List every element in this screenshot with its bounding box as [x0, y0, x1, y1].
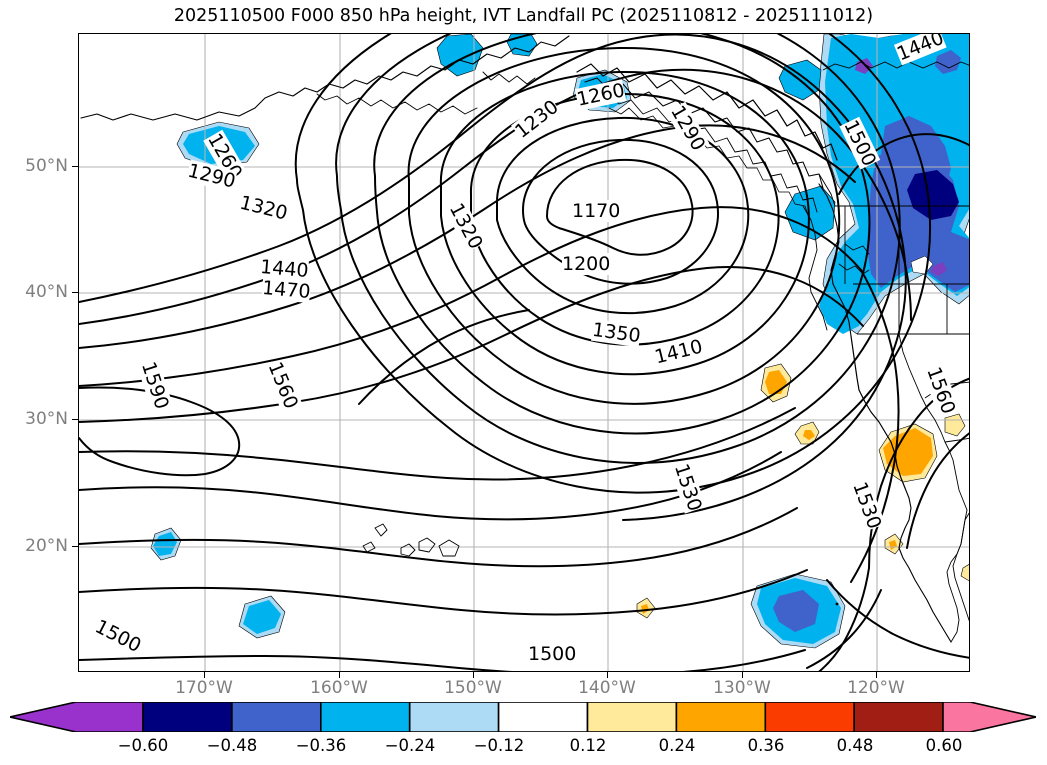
colorbar-tick-label-5: 0.12 — [569, 736, 607, 755]
ytick-mark-50n — [72, 166, 78, 168]
contour-label-1500b: 1500 — [528, 643, 576, 665]
xtick-mark-170w — [204, 672, 206, 678]
colorbar-band-8 — [764, 702, 855, 732]
contour-label-1500a: 1500 — [92, 616, 145, 658]
contour-label-1350: 1350 — [591, 319, 642, 348]
ytick-mark-30n — [72, 419, 78, 421]
ytick-label-40n: 40°N — [25, 282, 68, 302]
contour-label-1320a: 1320 — [445, 200, 487, 253]
colorbar-tick-label-7: 0.36 — [747, 736, 785, 755]
contour-label-1590: 1590 — [137, 359, 173, 412]
ytick-label-30n: 30°N — [25, 409, 68, 429]
contour-label-1200: 1200 — [562, 253, 610, 275]
xtick-mark-160w — [339, 672, 341, 678]
contour-label-1530a: 1530 — [670, 461, 706, 514]
xtick-mark-130w — [742, 672, 744, 678]
page-title: 2025110500 F000 850 hPa height, IVT Land… — [173, 6, 874, 26]
contour-label-1320b: 1320 — [238, 192, 290, 225]
xtick-label-140w: 140°W — [578, 678, 636, 698]
xtick-mark-120w — [876, 672, 878, 678]
colorbar-under-extend — [10, 702, 144, 732]
colorbar-segments — [10, 702, 1036, 732]
shaded-field — [150, 34, 969, 649]
xtick-label-170w: 170°W — [175, 678, 233, 698]
map-plot-area[interactable]: 1170 1200 1230 1260 1290 1320 1350 1410 … — [78, 33, 970, 672]
colorbar-band-9 — [853, 702, 944, 732]
ytick-label-50n: 50°N — [25, 156, 68, 176]
xtick-mark-140w — [607, 672, 609, 678]
ytick-mark-40n — [72, 292, 78, 294]
contour-label-1560a: 1560 — [264, 359, 303, 412]
xtick-label-160w: 160°W — [310, 678, 368, 698]
contour-label-1230: 1230 — [511, 96, 563, 143]
colorbar-tick-label-9: 0.60 — [925, 736, 963, 755]
contour-label-1170: 1170 — [572, 200, 620, 222]
colorbar-tick-label-4: −0.12 — [473, 736, 525, 755]
colorbar-over-extend — [942, 702, 1036, 732]
colorbar[interactable] — [10, 702, 1036, 732]
colorbar-band-7 — [675, 702, 767, 732]
ytick-label-20n: 20°N — [25, 536, 68, 556]
xtick-label-150w: 150°W — [444, 678, 502, 698]
colorbar-tick-label-0: −0.60 — [117, 736, 169, 755]
colorbar-tick-label-8: 0.48 — [836, 736, 874, 755]
colorbar-band-5 — [497, 702, 589, 732]
colorbar-band-2 — [231, 702, 322, 732]
colorbar-band-4 — [408, 702, 500, 732]
colorbar-band-1 — [142, 702, 233, 732]
colorbar-band-3 — [319, 702, 411, 732]
xtick-label-120w: 120°W — [847, 678, 905, 698]
contour-label-1470: 1470 — [261, 277, 311, 303]
map-graphic: 1170 1200 1230 1260 1290 1320 1350 1410 … — [79, 34, 969, 671]
colorbar-tick-label-1: −0.48 — [206, 736, 258, 755]
colorbar-tick-label-6: 0.24 — [658, 736, 696, 755]
colorbar-tick-label-2: −0.36 — [295, 736, 347, 755]
colorbar-tick-label-3: −0.24 — [384, 736, 436, 755]
xtick-label-130w: 130°W — [713, 678, 771, 698]
xtick-mark-150w — [473, 672, 475, 678]
colorbar-band-6 — [586, 702, 678, 732]
colorbar-graphic — [10, 702, 1036, 732]
ytick-mark-20n — [72, 546, 78, 548]
